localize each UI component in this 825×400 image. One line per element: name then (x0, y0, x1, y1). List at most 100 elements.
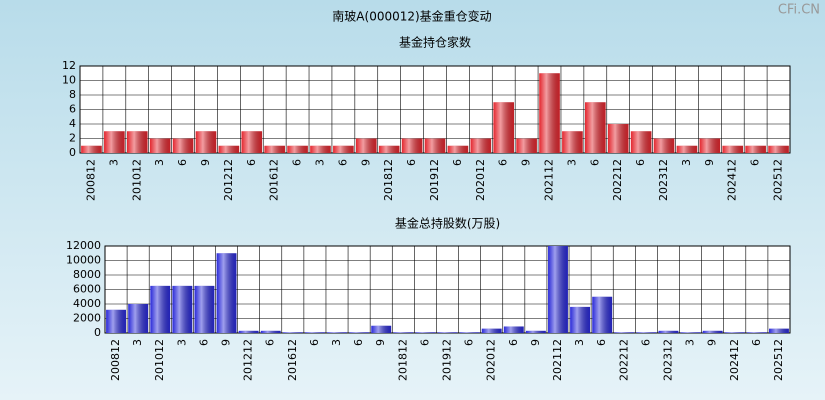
x-tick-label: 202012 (485, 339, 498, 381)
x-tick-label: 6 (291, 159, 304, 166)
bar-shine (447, 145, 469, 153)
bar-shine (194, 285, 215, 333)
bar-shine (745, 145, 766, 153)
bar-shine (172, 138, 194, 153)
y-tick-label: 0 (69, 146, 76, 159)
bar-shine (304, 332, 325, 333)
chart-title: 基金持仓家数 (399, 35, 471, 50)
bar-shine (585, 102, 606, 153)
x-tick-label: 202412 (726, 159, 739, 201)
bar-shine (333, 145, 354, 153)
x-tick-label: 6 (463, 339, 476, 346)
x-tick-label: 3 (153, 159, 166, 166)
bar-shine (371, 325, 392, 333)
bar-shine (768, 145, 789, 153)
bar-shine (81, 145, 102, 153)
bar-shine (592, 296, 613, 333)
x-tick-label: 201912 (428, 159, 441, 201)
x-tick-label: 9 (359, 159, 372, 166)
x-tick-label: 3 (107, 159, 120, 166)
bar-shine (680, 332, 701, 333)
x-tick-label: 9 (520, 159, 533, 166)
bar-shine (126, 131, 148, 153)
x-tick-label: 6 (405, 159, 418, 166)
x-tick-label: 6 (588, 159, 601, 166)
x-tick-label: 3 (131, 339, 144, 346)
bar-shine (260, 330, 281, 333)
bar-shine (264, 145, 285, 153)
x-tick-label: 201012 (153, 339, 166, 381)
bar-shine (415, 332, 436, 333)
x-tick-label: 200812 (109, 339, 122, 381)
x-tick-label: 3 (684, 339, 697, 346)
bar-shine (150, 285, 171, 333)
x-tick-label: 6 (451, 159, 464, 166)
x-tick-label: 201612 (286, 339, 299, 381)
x-tick-label: 201912 (441, 339, 454, 381)
bar-shine (172, 285, 193, 333)
x-tick-label: 202212 (617, 339, 630, 381)
bar-shine (724, 332, 745, 333)
bar-shine (746, 332, 767, 333)
y-tick-label: 8 (69, 88, 76, 101)
x-tick-label: 201212 (222, 159, 235, 201)
bar-shine (437, 332, 458, 333)
bar-shine (327, 332, 347, 333)
bar-shine (607, 124, 629, 153)
x-tick-label: 202412 (728, 339, 741, 381)
x-tick-label: 202112 (551, 339, 564, 381)
bar-shine (282, 332, 303, 333)
bar-shine (525, 330, 546, 333)
bar-shine (149, 138, 171, 153)
bar-shine (562, 131, 583, 153)
y-tick-label: 12000 (66, 239, 101, 252)
x-tick-label: 202312 (661, 339, 674, 381)
x-tick-label: 6 (245, 159, 258, 166)
x-tick-label: 6 (507, 339, 520, 346)
x-tick-label: 9 (199, 159, 212, 166)
bar-shine (195, 131, 217, 153)
x-tick-label: 202112 (543, 159, 556, 201)
bar-shine (769, 328, 789, 333)
y-tick-label: 6 (69, 103, 76, 116)
x-tick-label: 6 (197, 339, 210, 346)
bar-shine (424, 138, 446, 153)
bar-shine (470, 138, 492, 153)
bar-shine (238, 330, 259, 333)
x-tick-label: 201812 (396, 339, 409, 381)
bar-shine (676, 145, 698, 153)
x-tick-label: 201012 (130, 159, 143, 201)
bar-shine (548, 246, 568, 333)
x-tick-label: 6 (418, 339, 431, 346)
x-tick-label: 3 (175, 339, 188, 346)
bar-shine (636, 332, 657, 333)
x-tick-label: 6 (634, 159, 647, 166)
x-tick-label: 6 (176, 159, 189, 166)
bar-shine (241, 131, 263, 153)
x-tick-label: 9 (529, 339, 542, 346)
bar-shine (393, 332, 414, 333)
bar-shine (481, 328, 502, 333)
bar-shine (658, 330, 679, 333)
x-tick-label: 6 (639, 339, 652, 346)
bar-shine (503, 326, 524, 333)
bar-shine (128, 304, 149, 333)
x-tick-label: 3 (565, 159, 578, 166)
x-tick-label: 201812 (382, 159, 395, 201)
bar-shine (310, 145, 331, 153)
y-tick-label: 4 (69, 117, 76, 130)
bar-shine (614, 332, 635, 333)
bar-shine (349, 332, 370, 333)
x-tick-label: 3 (680, 159, 693, 166)
x-tick-label: 202512 (772, 159, 785, 201)
x-tick-label: 202512 (772, 339, 785, 381)
x-tick-label: 9 (220, 339, 233, 346)
y-tick-label: 6000 (73, 283, 101, 296)
y-tick-label: 10000 (66, 254, 101, 267)
main-title: 南玻A(000012)基金重仓变动 (332, 9, 491, 24)
y-tick-label: 2000 (73, 312, 101, 325)
x-tick-label: 9 (703, 159, 716, 166)
y-tick-label: 0 (94, 326, 101, 339)
